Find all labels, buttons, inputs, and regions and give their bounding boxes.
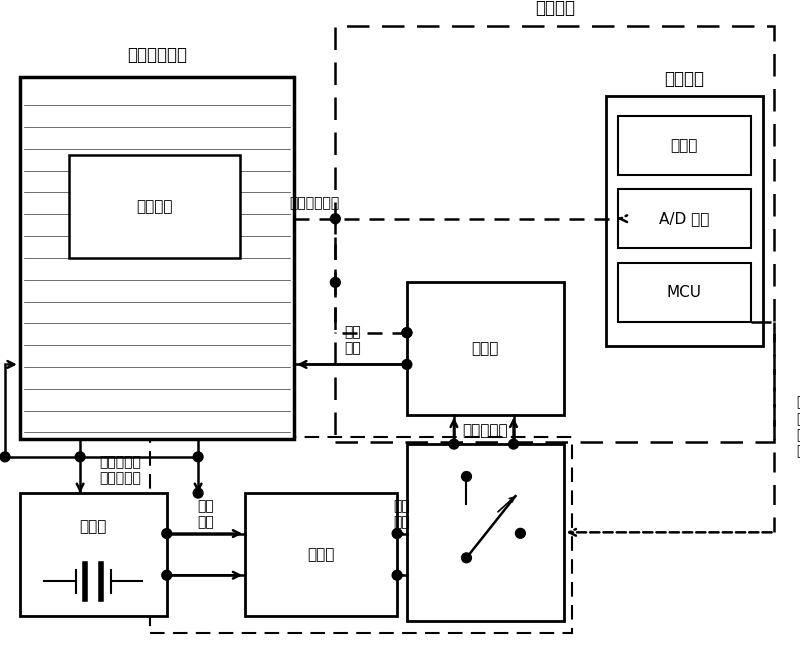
Bar (24, 115, 290, 127)
Circle shape (75, 452, 85, 462)
Bar (24, 170, 290, 181)
Circle shape (449, 439, 459, 449)
Text: 继电器开关: 继电器开关 (462, 423, 508, 438)
Bar (407, 444, 564, 621)
Circle shape (194, 452, 203, 462)
Bar (24, 127, 290, 137)
Circle shape (402, 328, 412, 338)
Circle shape (162, 570, 172, 580)
Bar (606, 96, 762, 346)
Text: 梳状电路: 梳状电路 (136, 199, 173, 214)
Bar (24, 159, 290, 170)
Bar (24, 367, 290, 376)
Bar (24, 202, 290, 214)
Bar (24, 246, 290, 258)
Bar (245, 493, 397, 616)
Text: A/D 转换: A/D 转换 (659, 211, 710, 226)
Text: 逆变器: 逆变器 (307, 547, 335, 562)
Bar (24, 411, 290, 421)
Bar (24, 181, 290, 192)
Text: 高压
交流: 高压 交流 (345, 325, 362, 355)
Circle shape (402, 328, 412, 338)
Bar (24, 105, 290, 115)
Bar (24, 224, 290, 236)
Circle shape (515, 528, 526, 538)
Circle shape (162, 529, 172, 538)
Bar (24, 93, 290, 105)
Bar (24, 389, 290, 399)
Bar (24, 376, 290, 389)
Bar (20, 493, 166, 616)
Text: 低压
交流: 低压 交流 (394, 499, 410, 529)
Bar (618, 189, 751, 248)
Bar (24, 258, 290, 268)
Text: 蓄电池: 蓄电池 (79, 518, 107, 534)
Circle shape (462, 553, 471, 562)
Bar (24, 137, 290, 149)
Bar (24, 355, 290, 367)
Bar (24, 268, 290, 280)
Bar (20, 76, 294, 439)
Bar (24, 214, 290, 224)
Bar (24, 311, 290, 323)
Bar (24, 333, 290, 345)
Bar (24, 421, 290, 432)
Circle shape (392, 570, 402, 580)
Circle shape (330, 214, 340, 224)
Bar (24, 399, 290, 411)
Text: 输出电压信号: 输出电压信号 (290, 196, 340, 210)
Circle shape (330, 277, 340, 287)
Bar (69, 155, 240, 258)
Text: 控
制
信
号: 控 制 信 号 (796, 396, 800, 458)
Bar (24, 192, 290, 202)
Bar (618, 263, 751, 321)
Text: 太阳能电池板: 太阳能电池板 (127, 46, 187, 64)
Bar (407, 283, 564, 415)
Text: 显示屏: 显示屏 (670, 137, 698, 153)
Bar (24, 280, 290, 290)
Bar (335, 25, 774, 442)
Bar (24, 345, 290, 355)
Text: 控制系统: 控制系统 (535, 0, 575, 17)
Circle shape (509, 439, 518, 449)
Bar (24, 323, 290, 333)
Text: MCU: MCU (666, 284, 702, 299)
Bar (150, 437, 571, 633)
Circle shape (402, 360, 412, 369)
Circle shape (0, 452, 10, 462)
Bar (24, 301, 290, 311)
Text: 微控制器: 微控制器 (664, 69, 704, 87)
Bar (24, 84, 290, 93)
Bar (24, 290, 290, 301)
Circle shape (462, 472, 471, 481)
Text: 变压器: 变压器 (472, 341, 499, 356)
Text: 低压
直流: 低压 直流 (198, 499, 214, 529)
Bar (24, 149, 290, 159)
Bar (618, 116, 751, 174)
Bar (24, 236, 290, 246)
Circle shape (392, 529, 402, 538)
Text: 太阳能电池
板输出电能: 太阳能电池 板输出电能 (100, 455, 142, 485)
Circle shape (194, 488, 203, 498)
